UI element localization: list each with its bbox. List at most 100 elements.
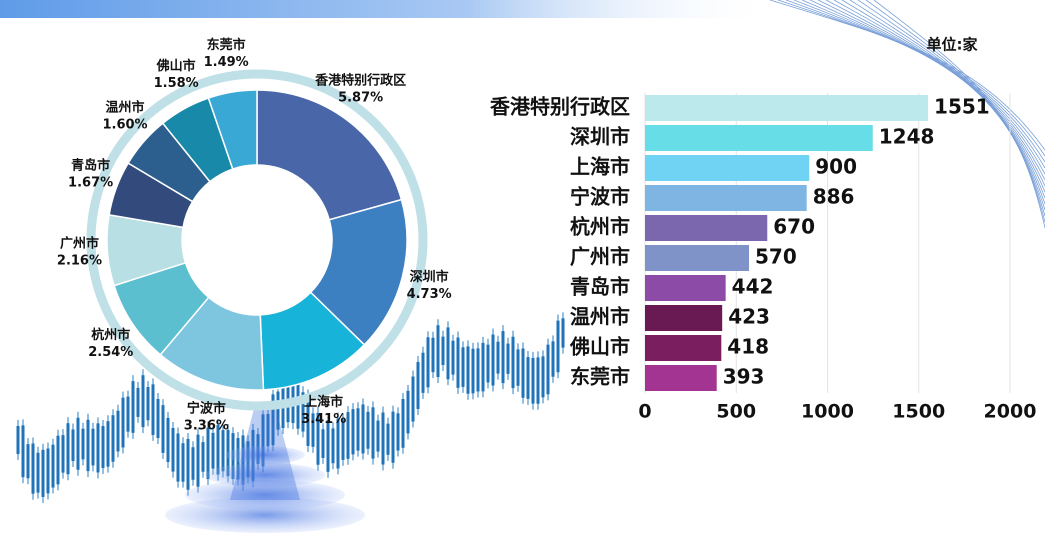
candle-body <box>347 412 350 459</box>
y-tick-label: 东莞市 <box>570 365 630 389</box>
y-tick-label: 青岛市 <box>570 275 630 299</box>
candle-body <box>27 444 30 478</box>
slice-label: 深圳市 <box>410 269 449 285</box>
bar <box>645 275 726 301</box>
bar <box>645 365 717 391</box>
y-tick-label: 佛山市 <box>569 335 630 359</box>
candle-body <box>472 349 475 394</box>
slice-value-label: 2.16% <box>57 254 102 269</box>
slice-value-label: 1.67% <box>68 175 113 190</box>
candle-body <box>202 442 205 472</box>
candle-body <box>397 413 400 450</box>
slice-label: 宁波市 <box>187 400 226 416</box>
candle-body <box>117 411 120 452</box>
value-label: 670 <box>773 215 815 239</box>
candle-body <box>542 356 545 397</box>
bar <box>645 125 873 151</box>
candle-body <box>522 349 525 398</box>
chart-page: 香港特别行政区5.87%深圳市4.73%上海市3.41%宁波市3.36%杭州市2… <box>0 0 1045 535</box>
candle-body <box>392 412 395 463</box>
slice-label: 佛山市 <box>156 58 196 74</box>
slice-value-label: 1.60% <box>102 117 147 132</box>
candle-body <box>82 429 85 460</box>
candle-body <box>187 439 190 490</box>
candle-body <box>367 412 370 449</box>
candle-body <box>357 408 360 450</box>
value-label: 1248 <box>879 125 935 149</box>
candle-body <box>137 388 140 417</box>
candle-body <box>387 424 390 455</box>
bar <box>645 335 721 361</box>
candle-body <box>32 443 35 493</box>
candle-body <box>222 430 225 471</box>
candle-body <box>547 345 550 395</box>
candle-body <box>442 337 445 365</box>
candle-body <box>402 399 405 448</box>
slice-label: 香港特别行政区 <box>314 73 406 89</box>
candle-body <box>77 418 80 470</box>
candle-body <box>427 337 430 387</box>
slice-label: 杭州市 <box>91 327 130 343</box>
slice-label: 东莞市 <box>207 37 246 53</box>
y-tick-label: 温州市 <box>570 305 630 329</box>
x-tick-label: 1500 <box>892 401 945 423</box>
x-tick-label: 1000 <box>801 401 854 423</box>
bar <box>645 95 928 121</box>
candle-body <box>182 443 185 481</box>
bar <box>645 305 722 331</box>
candle-body <box>422 353 425 393</box>
bar-chart: 单位:家0500100015002000香港特别行政区1551深圳市1248上海… <box>490 36 1036 423</box>
candle-body <box>502 331 505 383</box>
candle-body <box>57 436 60 485</box>
slice-label: 上海市 <box>304 394 343 410</box>
candle-body <box>22 425 25 477</box>
candle-body <box>142 375 145 427</box>
candle-body <box>492 335 495 386</box>
value-label: 886 <box>813 185 855 209</box>
slice-value-label: 4.73% <box>407 287 452 302</box>
candle-body <box>417 362 420 409</box>
unit-label: 单位:家 <box>927 36 978 54</box>
candle-body <box>52 445 55 488</box>
y-tick-label: 广州市 <box>570 245 630 269</box>
candle-body <box>372 407 375 458</box>
candle-body <box>552 341 555 376</box>
candle-body <box>62 435 65 473</box>
candle-body <box>42 450 45 497</box>
candle-body <box>457 338 460 388</box>
candle-body <box>352 409 355 454</box>
candle-body <box>477 348 480 391</box>
y-tick-label: 杭州市 <box>570 215 630 239</box>
candle-body <box>467 346 470 393</box>
candle-body <box>192 447 195 480</box>
candle-body <box>17 426 20 454</box>
candle-body <box>497 342 500 374</box>
candle-body <box>147 387 150 420</box>
candle-body <box>152 384 155 435</box>
candle-body <box>97 423 100 472</box>
slice-value-label: 5.87% <box>338 91 383 106</box>
candle-body <box>162 405 165 453</box>
value-label: 570 <box>755 245 797 269</box>
candle-body <box>132 381 135 433</box>
candle-body <box>557 321 560 373</box>
value-label: 418 <box>727 335 769 359</box>
candle-body <box>437 325 440 377</box>
candle-body <box>67 423 70 474</box>
x-tick-label: 2000 <box>984 401 1037 423</box>
slice-value-label: 1.49% <box>204 55 249 70</box>
value-label: 900 <box>815 155 857 179</box>
candle-body <box>482 343 485 391</box>
candle-body <box>112 415 115 462</box>
y-tick-label: 香港特别行政区 <box>490 95 630 119</box>
candle-body <box>527 357 530 399</box>
slice-label: 广州市 <box>60 236 99 252</box>
x-tick-label: 0 <box>638 401 651 423</box>
candle-body <box>487 345 490 383</box>
candle-body <box>412 377 415 422</box>
value-label: 393 <box>723 365 765 389</box>
candle-body <box>212 433 215 469</box>
donut-chart: 香港特别行政区5.87%深圳市4.73%上海市3.41%宁波市3.36%杭州市2… <box>57 37 452 433</box>
y-tick-label: 宁波市 <box>570 185 630 209</box>
candle-body <box>167 418 170 462</box>
